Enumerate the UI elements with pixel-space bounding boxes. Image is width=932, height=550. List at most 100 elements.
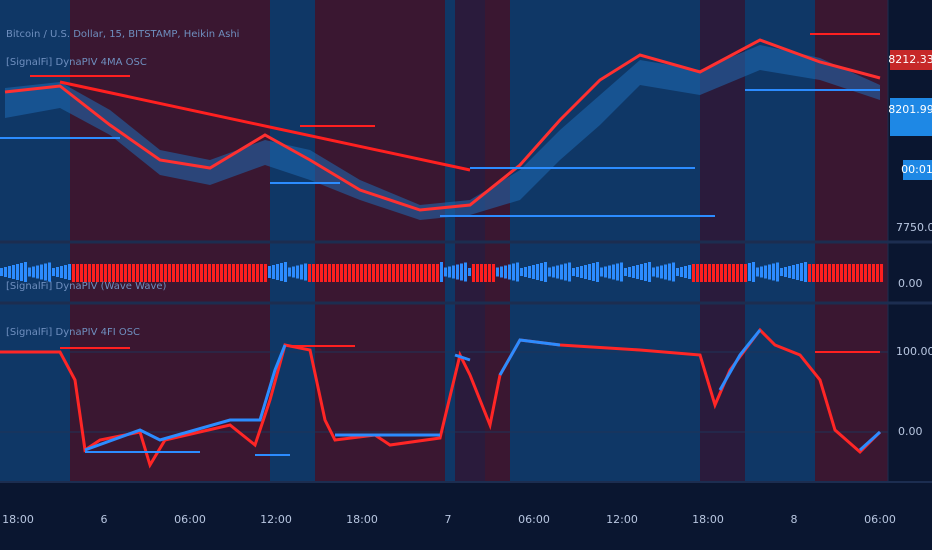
histogram-bar	[836, 264, 839, 282]
time-label: 06:00	[864, 513, 896, 526]
indicator-title: [SignalFi] DynaPIV 4FI OSC	[6, 327, 140, 338]
histogram-bar	[112, 264, 115, 282]
histogram-bar	[180, 264, 183, 282]
histogram-bar	[724, 264, 727, 282]
histogram-bar	[28, 267, 31, 277]
histogram-bar	[648, 262, 651, 282]
value-label: 100.00	[896, 345, 932, 358]
histogram-bar	[824, 264, 827, 282]
histogram-bar	[172, 264, 175, 282]
histogram-bar	[380, 264, 383, 282]
histogram-bar	[684, 266, 687, 278]
histogram-bar	[4, 267, 7, 277]
histogram-bar	[572, 268, 575, 276]
histogram-bar	[792, 265, 795, 279]
histogram-bar	[544, 262, 547, 282]
histogram-bar	[88, 264, 91, 282]
histogram-bar	[720, 264, 723, 282]
histogram-bar	[596, 262, 599, 282]
histogram-bar	[660, 265, 663, 279]
histogram-bar	[136, 264, 139, 282]
histogram-bar	[104, 264, 107, 282]
histogram-bar	[796, 264, 799, 280]
histogram-bar	[448, 266, 451, 278]
time-label: 18:00	[346, 513, 378, 526]
histogram-bar	[376, 264, 379, 282]
histogram-bar	[260, 264, 263, 282]
histogram-bar	[360, 264, 363, 282]
countdown-badge	[903, 160, 932, 180]
histogram-bar	[80, 264, 83, 282]
histogram-bar	[752, 262, 755, 282]
histogram-bar	[784, 267, 787, 277]
histogram-bar	[452, 265, 455, 279]
histogram-bar	[340, 264, 343, 282]
histogram-bar	[476, 264, 479, 282]
histogram-bar	[52, 268, 55, 276]
histogram-bar	[484, 264, 487, 282]
value-label: 0.00	[898, 425, 923, 438]
histogram-bar	[228, 264, 231, 282]
histogram-bar	[548, 267, 551, 277]
histogram-bar	[344, 264, 347, 282]
histogram-bar	[576, 267, 579, 277]
histogram-bar	[56, 267, 59, 277]
histogram-bar	[592, 263, 595, 281]
histogram-bar	[624, 268, 627, 276]
histogram-bar	[700, 264, 703, 282]
histogram-bar	[84, 264, 87, 282]
histogram-bar	[656, 266, 659, 278]
histogram-bar	[224, 264, 227, 282]
histogram-bar	[328, 264, 331, 282]
histogram-bar	[728, 264, 731, 282]
histogram-bar	[284, 262, 287, 282]
histogram-bar	[244, 264, 247, 282]
histogram-bar	[412, 264, 415, 282]
histogram-bar	[708, 264, 711, 282]
histogram-bar	[860, 264, 863, 282]
histogram-bar	[400, 264, 403, 282]
histogram-bar	[744, 264, 747, 282]
histogram-bar	[188, 264, 191, 282]
histogram-bar	[72, 264, 75, 282]
histogram-bar	[732, 264, 735, 282]
histogram-bar	[604, 266, 607, 278]
histogram-bar	[156, 264, 159, 282]
histogram-bar	[304, 263, 307, 281]
price-label: 8212.33	[888, 53, 932, 66]
histogram-bar	[560, 264, 563, 280]
histogram-bar	[24, 262, 27, 282]
histogram-bar	[480, 264, 483, 282]
countdown: 00:01	[901, 163, 932, 176]
histogram-bar	[580, 266, 583, 278]
histogram-bar	[212, 264, 215, 282]
histogram-bar	[12, 265, 15, 279]
histogram-bar	[844, 264, 847, 282]
time-label: 06:00	[174, 513, 206, 526]
histogram-bar	[248, 264, 251, 282]
time-label: 06:00	[518, 513, 550, 526]
histogram-bar	[48, 262, 51, 282]
histogram-bar	[64, 265, 67, 279]
histogram-bar	[120, 264, 123, 282]
histogram-bar	[164, 264, 167, 282]
histogram-bar	[444, 267, 447, 277]
histogram-bar	[804, 262, 807, 282]
histogram-bar	[368, 264, 371, 282]
histogram-bar	[236, 264, 239, 282]
histogram-bar	[504, 265, 507, 279]
histogram-bar	[512, 263, 515, 281]
histogram-bar	[736, 264, 739, 282]
indicator-title: [SignalFi] DynaPIV (Wave Wave)	[6, 281, 167, 292]
histogram-bar	[616, 263, 619, 281]
histogram-bar	[864, 264, 867, 282]
histogram-bar	[252, 264, 255, 282]
histogram-bar	[552, 266, 555, 278]
histogram-bar	[532, 265, 535, 279]
histogram-bar	[408, 264, 411, 282]
histogram-bar	[132, 264, 135, 282]
histogram-bar	[692, 264, 695, 282]
histogram-bar	[148, 264, 151, 282]
histogram-bar	[152, 264, 155, 282]
